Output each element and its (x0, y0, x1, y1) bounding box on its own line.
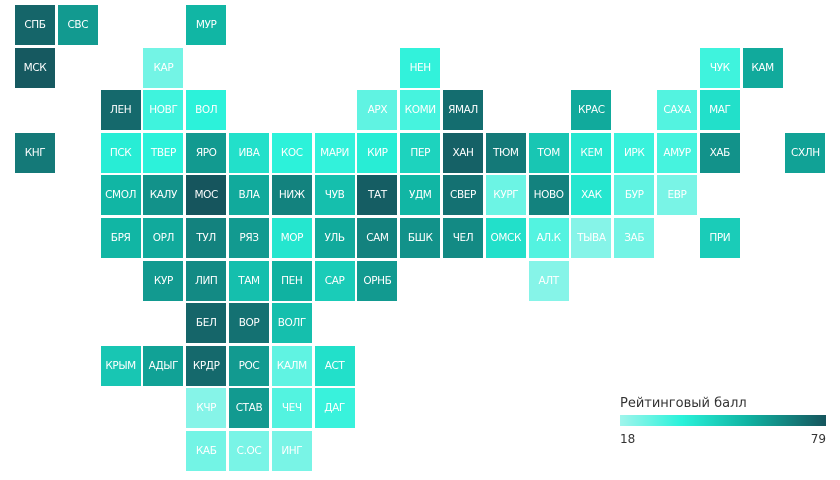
region-tile[interactable]: ЗАБ (614, 218, 655, 258)
region-tile[interactable]: АЛ.К (528, 218, 569, 258)
region-tile[interactable]: ПЕР (400, 132, 441, 173)
region-tile[interactable]: СХЛН (785, 132, 826, 173)
region-tile[interactable]: БШК (400, 218, 441, 258)
region-tile[interactable]: ВОЛ (186, 90, 227, 131)
region-tile[interactable]: ОМСК (485, 218, 526, 258)
region-tile[interactable]: ПЕН (271, 260, 312, 301)
region-tile[interactable]: ПСК (100, 132, 141, 173)
region-tile[interactable]: АРХ (357, 90, 398, 131)
region-tile[interactable]: БЕЛ (186, 303, 227, 344)
region-tile[interactable]: ОРНБ (357, 260, 398, 301)
region-tile[interactable]: ТЮМ (485, 132, 526, 173)
region-tile[interactable]: АМУР (657, 132, 697, 173)
region-tile[interactable]: ИРК (614, 132, 655, 173)
region-tile[interactable]: ВЛА (229, 175, 269, 216)
region-tile[interactable]: КАМ (742, 47, 783, 88)
region-tile[interactable]: АЛТ (528, 260, 569, 301)
region-tile[interactable]: ЧУК (699, 47, 740, 88)
region-tile[interactable]: ХАН (443, 132, 483, 173)
region-tile[interactable]: КУРГ (485, 175, 526, 216)
region-tile[interactable]: КЧР (186, 388, 227, 429)
region-tile[interactable]: БРЯ (100, 218, 141, 258)
region-tile[interactable]: КАЛМ (271, 345, 312, 386)
region-tile[interactable]: САМ (357, 218, 398, 258)
region-tile[interactable]: УЛЬ (314, 218, 355, 258)
region-tile[interactable]: ТОМ (528, 132, 569, 173)
region-tile[interactable]: ПРИ (699, 218, 740, 258)
region-tile[interactable]: КУР (143, 260, 184, 301)
region-tile[interactable]: АСТ (314, 345, 355, 386)
region-tile[interactable]: СМОЛ (100, 175, 141, 216)
region-tile[interactable]: САР (314, 260, 355, 301)
region-tile[interactable]: КАР (143, 47, 184, 88)
region-tile[interactable]: НОВГ (143, 90, 184, 131)
region-tile[interactable]: ДАГ (314, 388, 355, 429)
region-tile[interactable]: МУР (186, 5, 227, 45)
region-tile[interactable]: ЯМАЛ (443, 90, 483, 131)
region-tile[interactable]: МАРИ (314, 132, 355, 173)
region-tile[interactable]: ЕВР (657, 175, 697, 216)
region-tile[interactable]: НИЖ (271, 175, 312, 216)
region-tile[interactable]: ЛЕН (100, 90, 141, 131)
region-tile[interactable]: САХА (657, 90, 697, 131)
legend-title: Рейтинговый балл (620, 396, 747, 411)
region-tile[interactable]: КАБ (186, 431, 227, 471)
region-tile[interactable]: ТВЕР (143, 132, 184, 173)
region-tile[interactable]: КЕМ (571, 132, 612, 173)
region-tile[interactable]: РОС (229, 345, 269, 386)
legend-min-label: 18 (620, 432, 636, 446)
legend-max-label: 79 (810, 432, 826, 446)
region-tile[interactable]: КРДР (186, 345, 227, 386)
region-tile[interactable]: ХАК (571, 175, 612, 216)
region-tile[interactable]: МАГ (699, 90, 740, 131)
region-tile[interactable]: ТУЛ (186, 218, 227, 258)
region-tile[interactable]: ХАБ (699, 132, 740, 173)
region-tile[interactable]: СВС (57, 5, 98, 45)
color-legend: Рейтинговый балл 18 79 (620, 396, 826, 446)
region-tile[interactable]: ЯРО (186, 132, 227, 173)
region-tile[interactable]: С.ОС (229, 431, 269, 471)
region-tile[interactable]: КОМИ (400, 90, 441, 131)
region-tile[interactable]: СПБ (15, 5, 55, 45)
region-tile[interactable]: ИВА (229, 132, 269, 173)
region-tile[interactable]: ЧУВ (314, 175, 355, 216)
region-tile[interactable]: СТАВ (229, 388, 269, 429)
region-tile[interactable]: КИР (357, 132, 398, 173)
region-tile[interactable]: КРАС (571, 90, 612, 131)
region-tile[interactable]: БУР (614, 175, 655, 216)
region-tile[interactable]: МОР (271, 218, 312, 258)
region-tile[interactable]: ТАТ (357, 175, 398, 216)
region-tile[interactable]: СВЕР (443, 175, 483, 216)
region-tile[interactable]: ТЫВА (571, 218, 612, 258)
region-tile[interactable]: ЛИП (186, 260, 227, 301)
region-tile[interactable]: МОС (186, 175, 227, 216)
legend-gradient-bar (620, 415, 826, 426)
region-tile[interactable]: РЯЗ (229, 218, 269, 258)
region-tile[interactable]: НОВО (528, 175, 569, 216)
region-tile[interactable]: ВОР (229, 303, 269, 344)
region-tile[interactable]: АДЫГ (143, 345, 184, 386)
region-tile[interactable]: ВОЛГ (271, 303, 312, 344)
region-tile[interactable]: ОРЛ (143, 218, 184, 258)
region-tile[interactable]: КОС (271, 132, 312, 173)
region-tile[interactable]: МСК (15, 47, 55, 88)
region-tile[interactable]: ТАМ (229, 260, 269, 301)
region-tile[interactable]: НЕН (400, 47, 441, 88)
region-tile[interactable]: УДМ (400, 175, 441, 216)
region-tile[interactable]: ЧЕЧ (271, 388, 312, 429)
region-tile[interactable]: ЧЕЛ (443, 218, 483, 258)
region-tile[interactable]: ИНГ (271, 431, 312, 471)
region-tile[interactable]: КРЫМ (100, 345, 141, 386)
region-tile[interactable]: КАЛУ (143, 175, 184, 216)
region-tile[interactable]: КНГ (15, 132, 55, 173)
